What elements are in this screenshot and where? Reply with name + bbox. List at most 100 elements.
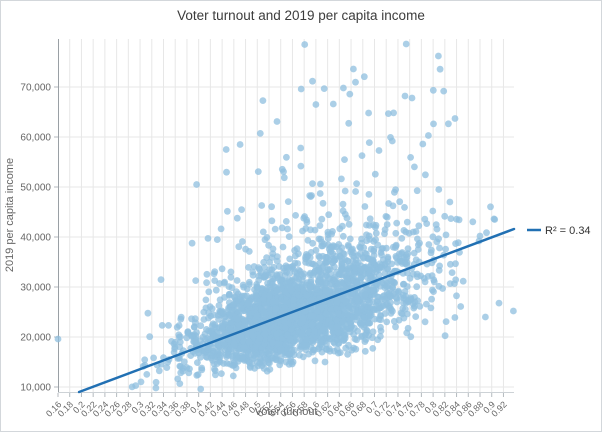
data-point <box>351 264 359 272</box>
data-point <box>358 239 365 247</box>
data-point <box>287 326 295 333</box>
data-point <box>346 235 354 243</box>
data-point <box>393 298 401 306</box>
data-point <box>361 338 369 345</box>
data-point <box>215 302 223 309</box>
data-point <box>308 321 316 328</box>
data-point <box>344 351 351 358</box>
data-point <box>187 352 195 359</box>
data-point <box>377 333 384 340</box>
data-point <box>447 215 455 223</box>
data-point <box>370 245 378 253</box>
data-point <box>318 215 326 223</box>
data-point <box>233 277 241 284</box>
data-point <box>409 228 417 236</box>
data-point <box>264 283 272 291</box>
data-point <box>211 365 218 373</box>
data-point <box>322 310 330 318</box>
data-point <box>446 198 454 206</box>
data-point <box>204 334 212 342</box>
data-point <box>423 220 431 228</box>
data-point <box>321 358 329 366</box>
data-point <box>369 328 377 336</box>
data-point <box>392 323 399 331</box>
data-point <box>349 290 356 298</box>
data-point <box>377 323 384 331</box>
data-point <box>260 324 267 332</box>
data-point <box>369 345 377 352</box>
data-point <box>266 266 274 273</box>
data-point <box>263 234 271 241</box>
data-point <box>345 220 353 228</box>
data-point <box>292 252 299 260</box>
data-point <box>403 253 411 261</box>
data-point <box>270 283 278 290</box>
data-point <box>383 213 391 221</box>
data-point <box>365 139 373 147</box>
data-point <box>385 110 392 117</box>
data-point <box>377 304 385 312</box>
data-point <box>282 341 290 348</box>
data-point <box>286 335 294 343</box>
data-point <box>429 286 436 294</box>
data-point <box>177 369 185 377</box>
data-point <box>312 101 320 108</box>
data-point <box>482 313 489 321</box>
data-point <box>407 333 415 341</box>
data-point <box>275 263 283 270</box>
scatter-points[interactable] <box>54 40 517 393</box>
data-point <box>339 232 347 240</box>
data-point <box>261 330 269 338</box>
data-point <box>457 303 465 310</box>
data-point <box>408 94 416 102</box>
data-point <box>407 154 414 161</box>
data-point <box>307 344 315 351</box>
data-point <box>430 276 438 284</box>
y-tick-label: 60,000 <box>20 133 51 144</box>
data-point <box>217 349 225 357</box>
data-point <box>268 203 275 211</box>
data-point <box>227 325 234 333</box>
data-point <box>268 277 276 285</box>
data-point <box>404 269 411 277</box>
data-point <box>352 78 359 86</box>
data-point <box>311 328 318 335</box>
data-point <box>193 340 201 347</box>
data-point <box>336 349 344 356</box>
data-point <box>366 215 374 223</box>
data-point <box>448 269 456 276</box>
data-point <box>436 262 443 270</box>
data-point <box>174 375 182 383</box>
data-point <box>241 317 248 324</box>
data-point <box>269 298 277 306</box>
data-point <box>338 258 346 266</box>
data-point <box>419 140 427 148</box>
data-point <box>309 180 316 188</box>
data-point <box>194 359 201 366</box>
data-point <box>269 339 276 347</box>
data-point <box>278 165 286 173</box>
data-point <box>197 385 205 393</box>
data-point <box>282 218 290 225</box>
data-point <box>230 301 238 308</box>
data-point <box>442 231 450 239</box>
data-point <box>213 236 221 244</box>
legend-item[interactable]: R² = 0.34 <box>527 225 591 237</box>
data-point <box>218 370 225 377</box>
data-point <box>170 348 178 356</box>
data-point <box>233 288 240 295</box>
data-point <box>229 372 237 380</box>
data-point <box>281 304 289 311</box>
data-point <box>368 334 376 342</box>
data-point <box>184 328 192 336</box>
data-point <box>192 277 200 284</box>
data-point <box>319 199 327 207</box>
data-point <box>440 87 448 95</box>
data-point <box>287 286 295 294</box>
data-point <box>237 304 245 312</box>
data-point <box>294 260 302 267</box>
data-point <box>217 225 225 233</box>
data-point <box>392 229 400 237</box>
data-point <box>334 329 342 336</box>
